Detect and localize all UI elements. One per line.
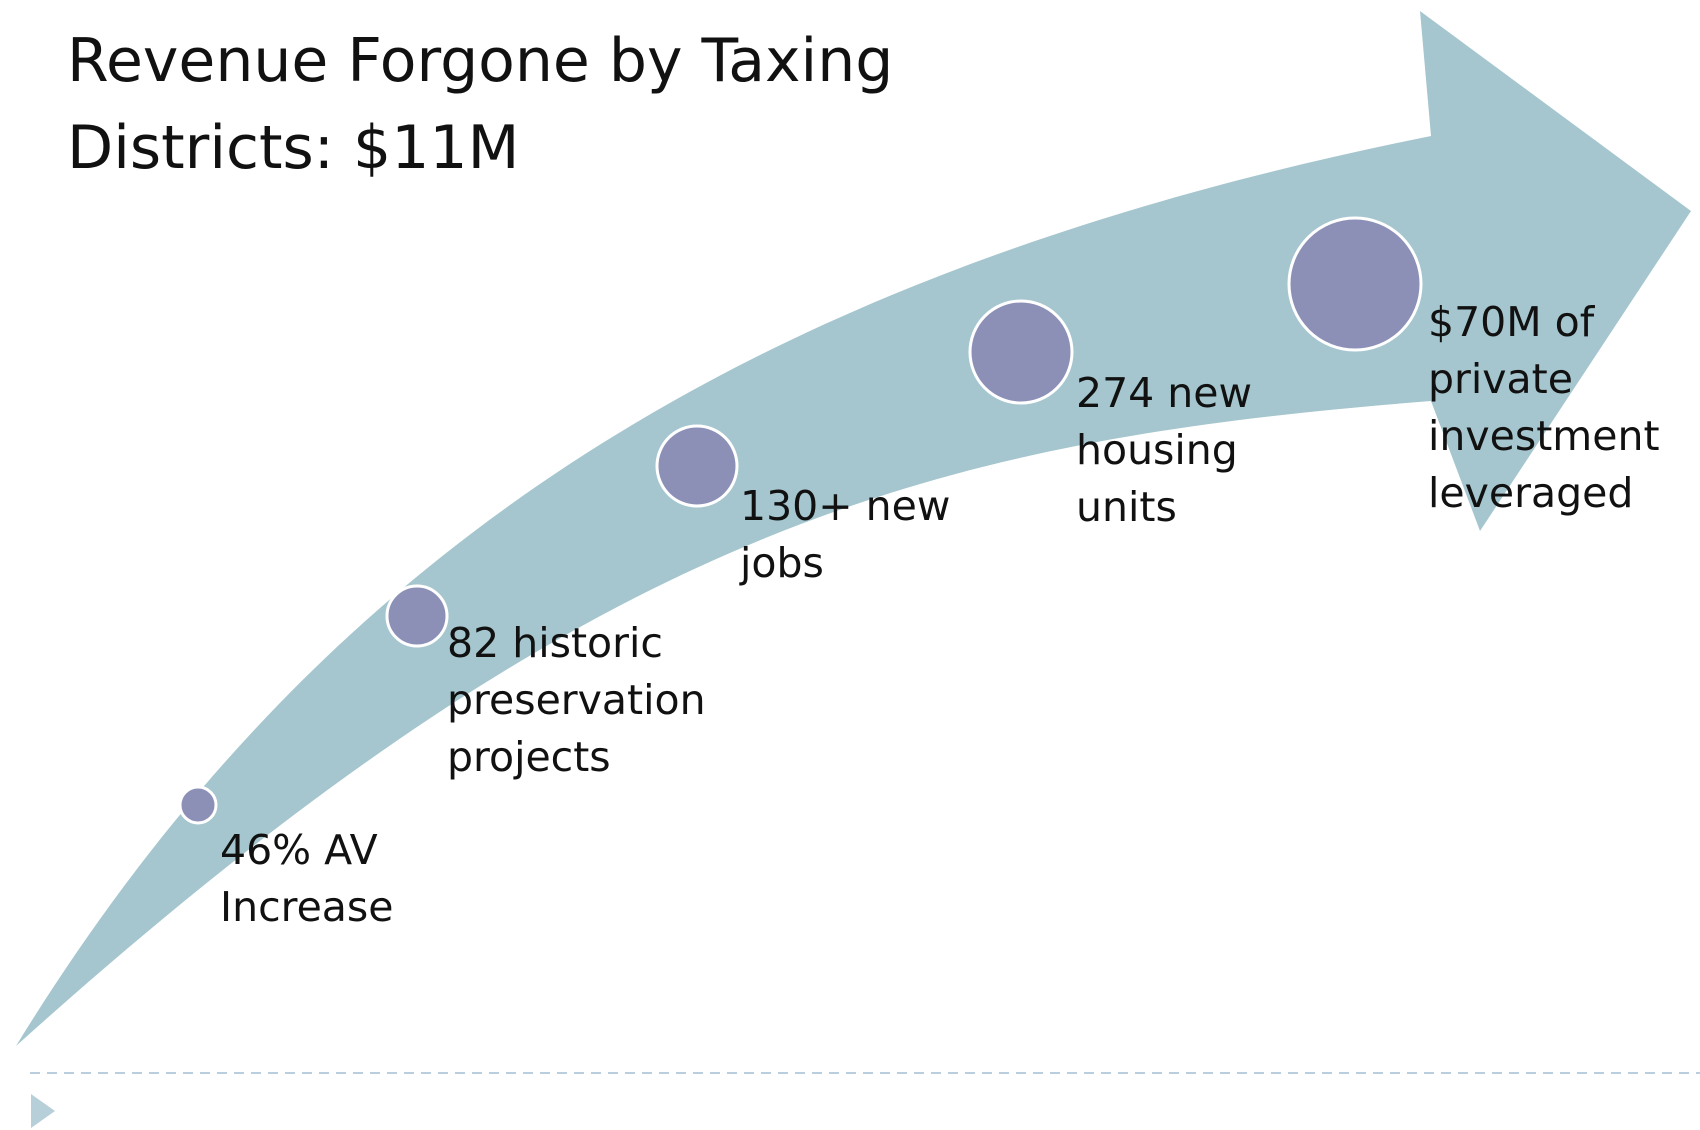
milestone-label: $70M of <box>1428 298 1596 346</box>
milestone: 130+ new jobs <box>655 424 950 587</box>
milestone-circle <box>1287 216 1423 352</box>
milestone-circle <box>385 584 449 648</box>
bullet-triangle <box>31 1094 55 1128</box>
milestone-label: jobs <box>739 539 824 587</box>
title-line: Revenue Forgone by Taxing <box>67 26 893 96</box>
milestone: $70M of private investment leveraged <box>1287 216 1660 517</box>
milestone-label: Increase <box>220 883 394 931</box>
milestone-circle <box>968 299 1074 405</box>
milestone-label: private <box>1428 355 1573 403</box>
milestone-circle <box>178 785 218 825</box>
milestone-label: units <box>1076 483 1177 531</box>
milestone-label: investment <box>1428 412 1660 460</box>
milestone: 274 new housing units <box>968 299 1252 531</box>
milestone-label: 82 historic <box>447 619 663 667</box>
milestone-label: projects <box>447 733 611 781</box>
milestone-label: preservation <box>447 676 706 724</box>
milestone-label: leveraged <box>1428 469 1633 517</box>
milestone-label: 274 new <box>1076 369 1252 417</box>
milestone: 82 historic preservation projects <box>385 584 706 781</box>
milestone: 46% AV Increase <box>178 785 394 931</box>
milestone-label: housing <box>1076 426 1238 474</box>
title-line: Districts: $11M <box>67 113 519 183</box>
items: 46% AV Increase 82 historic preservation pro… <box>178 216 1660 931</box>
title: Revenue Forgone by Taxing Districts: $11M <box>67 26 893 183</box>
milestone-label: 130+ new <box>740 482 950 530</box>
growth-arrow <box>16 11 1691 1046</box>
milestone-label: 46% AV <box>220 826 378 874</box>
milestone-circle <box>655 424 739 508</box>
